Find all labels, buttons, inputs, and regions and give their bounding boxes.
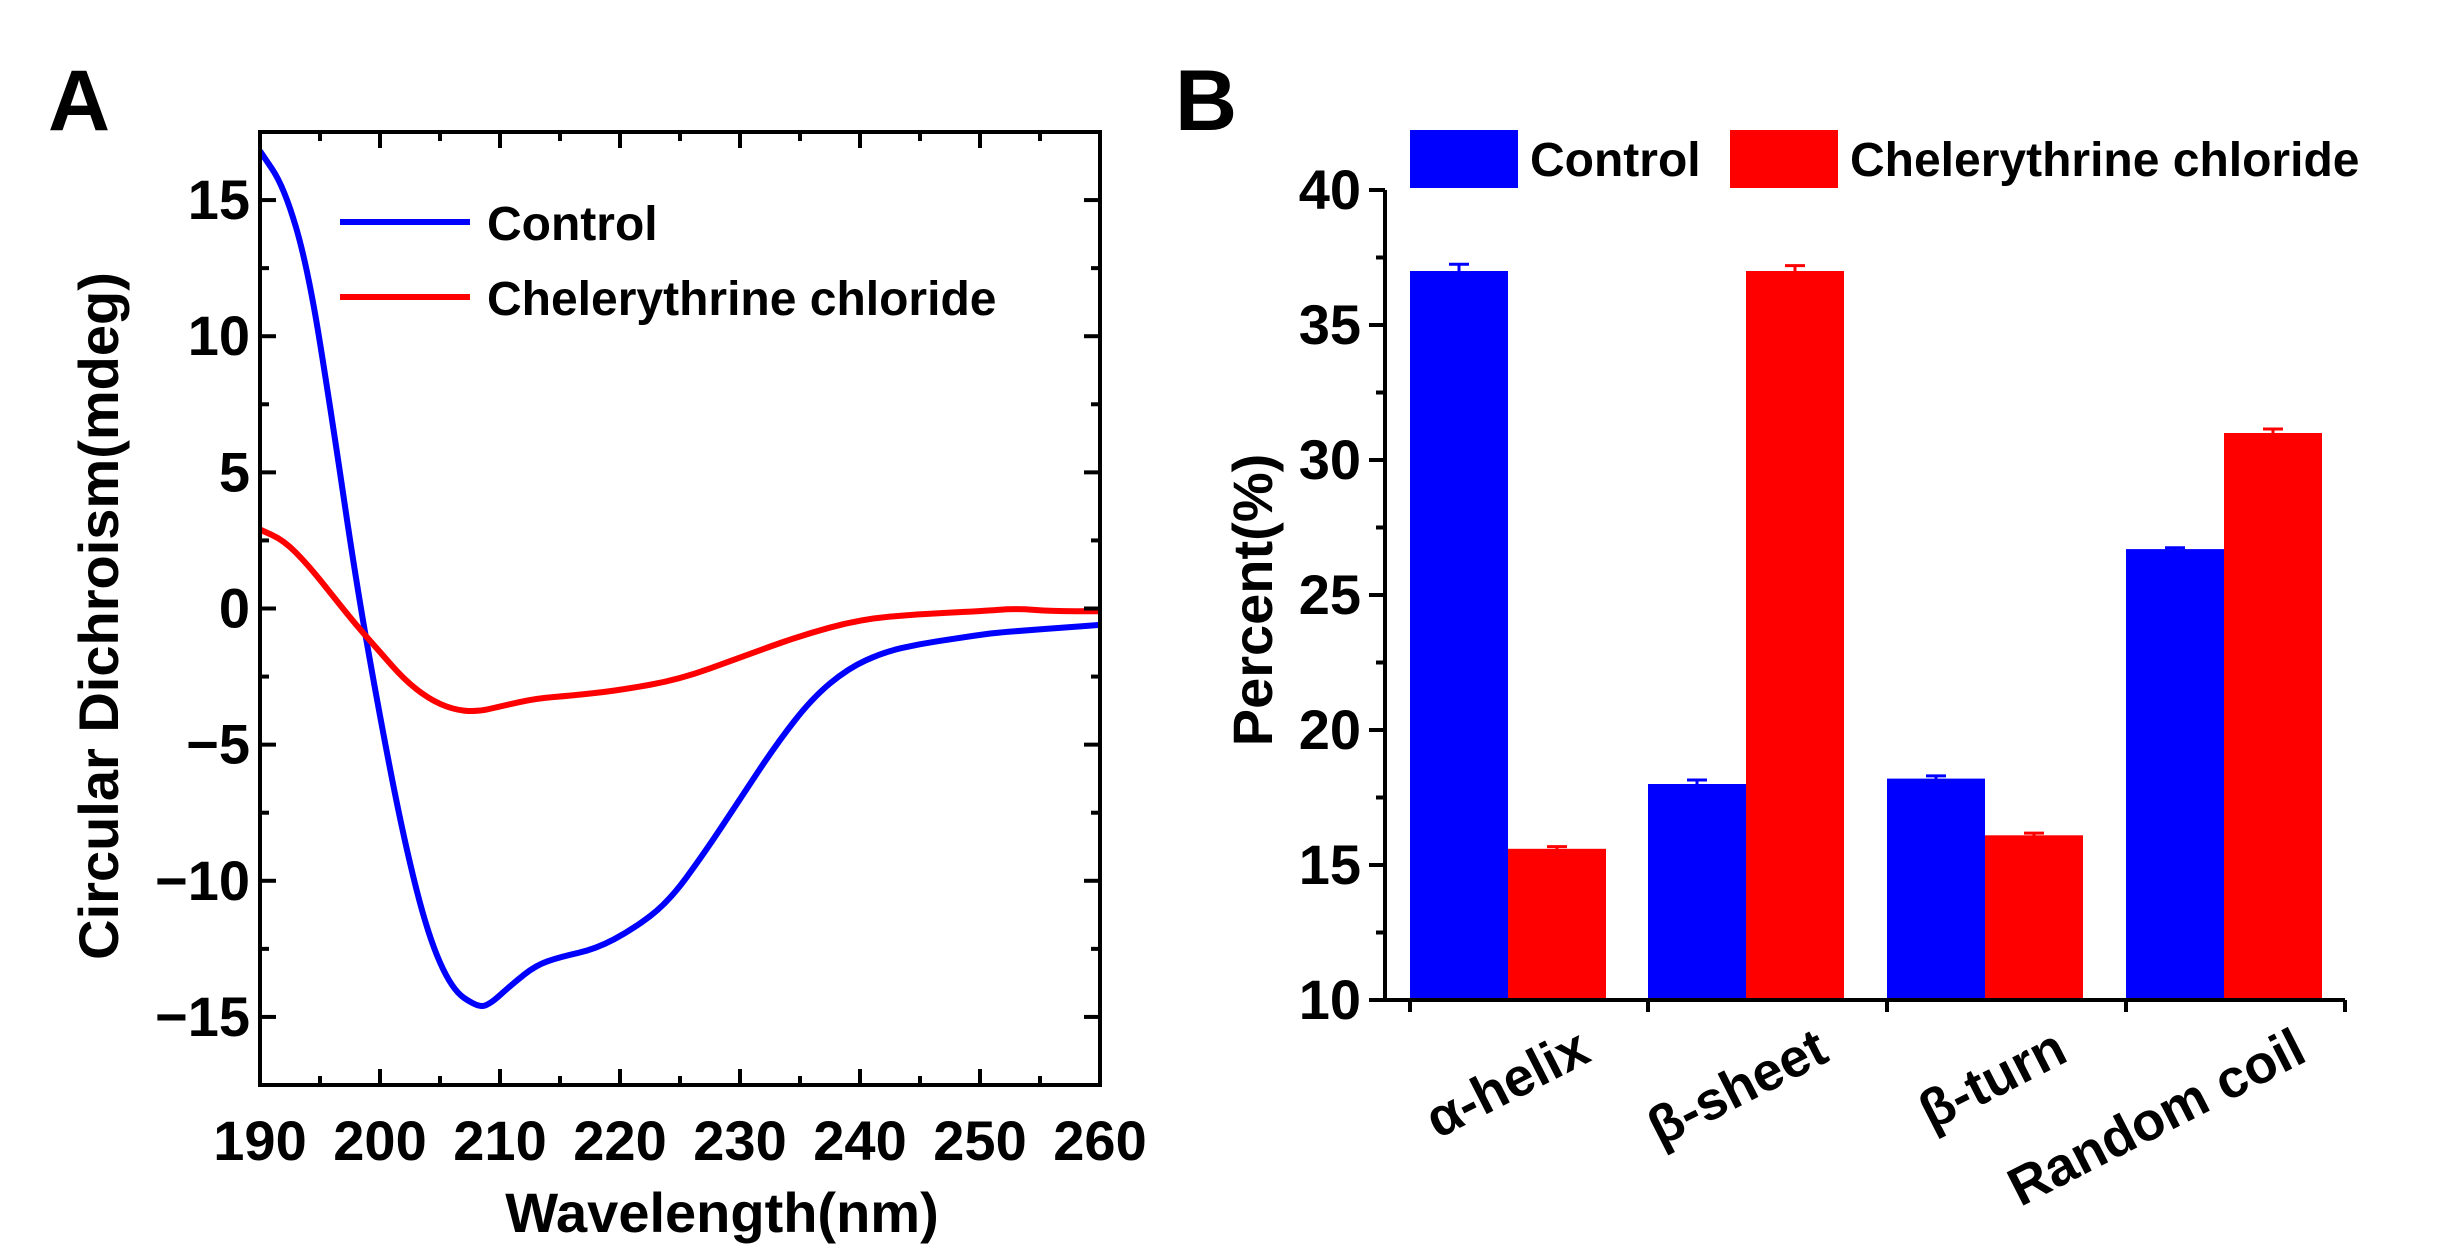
- panel-a-x-tick-label: 220: [573, 1109, 666, 1172]
- panel-a-y-tick-label: 15: [188, 168, 250, 231]
- panel-a-x-tick-label: 190: [213, 1109, 306, 1172]
- panel-a-line-control: [260, 149, 1100, 1010]
- panel-a-axes: 190 200 210 220 230 240 250 260 −15 −10 −5 0 5 10 15: [155, 130, 1147, 1172]
- panel-a-legend-label-chelerythrine-chloride: Chelerythrine chloride: [487, 273, 996, 326]
- panel-b-y-tick-label: 15: [1299, 833, 1361, 896]
- panel-b-bar-sheet-control: [1648, 784, 1746, 1000]
- panel-b-category-label-helix: α-helix: [1416, 1017, 1598, 1150]
- panel-b-y-tick-label: 10: [1299, 968, 1361, 1031]
- panel-a-x-tick-label: 230: [693, 1109, 786, 1172]
- panel-a-x-tick-label: 200: [333, 1109, 426, 1172]
- panel-b-bar-turn-control: [1887, 778, 1985, 1000]
- panel-a-y-axis-title: Circular Dichroism(mdeg): [67, 272, 130, 960]
- panel-a-x-tick-label: 260: [1053, 1109, 1146, 1172]
- panel-a-label: A: [48, 53, 110, 149]
- panel-b-y-axis-title: Percent(%): [1221, 454, 1284, 747]
- panel-b-plot-area: [1410, 262, 2322, 1000]
- panel-a-plot-area: [260, 149, 1100, 1010]
- panel-b-bar-helix-chelerythrine-chloride: [1508, 848, 1606, 1000]
- panel-b-legend-label-control: Control: [1530, 134, 1701, 187]
- panel-b-bar-helix-control: [1410, 271, 1508, 1000]
- panel-b-category-label-turn: β-turn: [1909, 1017, 2075, 1141]
- panel-a-line-chart: A 190 200 210 220 230 240 250 260 −15 −10 −5 0 5 10 15…: [48, 53, 1147, 1244]
- panel-b-legend-swatch-control: [1410, 130, 1518, 188]
- panel-a-legend: Control Chelerythrine chloride: [340, 198, 996, 326]
- panel-a-y-tick-label: 10: [188, 304, 250, 367]
- panel-b-bar-random-coil-control: [2126, 549, 2224, 1000]
- panel-a-y-tick-label: 0: [219, 577, 250, 640]
- panel-a-y-tick-label: −15: [155, 985, 250, 1048]
- panel-a-line-chelerythrine-chloride: [260, 526, 1100, 715]
- panel-b-category-label-sheet: β-sheet: [1638, 1017, 1836, 1158]
- panel-b-y-tick-label: 30: [1299, 428, 1361, 491]
- panel-a-x-axis-title: Wavelength(nm): [505, 1181, 938, 1244]
- panel-a-legend-label-control: Control: [487, 198, 658, 251]
- panel-a-y-tick-label: 5: [219, 440, 250, 503]
- panel-a-x-tick-label: 210: [453, 1109, 546, 1172]
- panel-a-y-tick-label: −5: [186, 713, 250, 776]
- panel-b-y-tick-label: 25: [1299, 563, 1361, 626]
- panel-b-bar-random-coil-chelerythrine-chloride: [2224, 433, 2322, 1000]
- panel-a-y-tick-label: −10: [155, 849, 250, 912]
- panel-b-legend-label-chelerythrine-chloride: Chelerythrine chloride: [1850, 134, 2359, 187]
- panel-a-x-tick-label: 240: [813, 1109, 906, 1172]
- panel-b-y-tick-label: 20: [1299, 698, 1361, 761]
- panel-b-legend-swatch-chelerythrine-chloride: [1730, 130, 1838, 188]
- panel-b-legend: Control Chelerythrine chloride: [1410, 130, 2359, 188]
- panel-b-y-tick-label: 35: [1299, 293, 1361, 356]
- panel-b-bar-turn-chelerythrine-chloride: [1985, 835, 2083, 1000]
- panel-b-y-tick-label: 40: [1299, 158, 1361, 221]
- panel-b-label: B: [1175, 53, 1237, 149]
- panel-a-x-tick-label: 250: [933, 1109, 1026, 1172]
- panel-b-bar-sheet-chelerythrine-chloride: [1746, 271, 1844, 1000]
